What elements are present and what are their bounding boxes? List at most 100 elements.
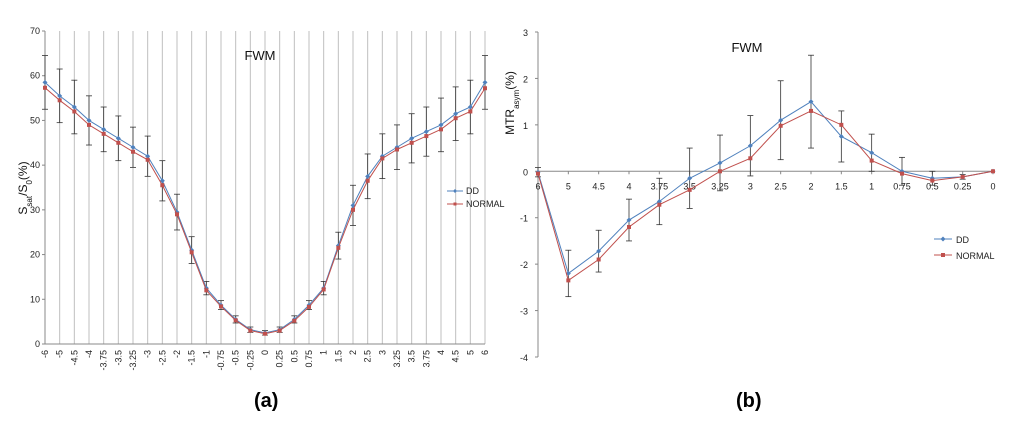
x-tick-label-a: -0.75: [216, 350, 226, 371]
data-point-a-normal: [72, 109, 77, 114]
x-tick-label-a: 5: [465, 350, 475, 355]
chart-title-a: FWM: [244, 48, 275, 63]
data-point-a-normal: [292, 318, 297, 323]
y-axis-label-b-part: MTR: [503, 109, 517, 135]
data-point-a-normal: [409, 140, 414, 145]
data-point-a-normal: [468, 109, 473, 114]
data-point-a-normal: [395, 147, 399, 152]
x-tick-label-a: 0: [260, 350, 270, 355]
x-tick-label-a: 2.5: [363, 350, 373, 363]
data-point-b-dd: [869, 150, 875, 156]
data-point-b-dd: [778, 117, 784, 123]
series-line-b-normal: [537, 110, 994, 282]
x-tick-label-b: 4: [626, 181, 631, 191]
legend-label-b: DD: [956, 235, 969, 245]
data-point-a-dd: [453, 111, 459, 117]
x-tick-label-a: -1.5: [187, 350, 197, 366]
data-point-b-normal: [627, 225, 631, 229]
x-tick-label-a: 4: [436, 350, 446, 355]
y-tick-label-b: 2: [523, 74, 528, 84]
data-point-a-normal: [277, 328, 282, 333]
x-tick-label-a: 3.75: [421, 350, 431, 368]
data-point-b-normal: [930, 178, 935, 183]
data-point-b-dd: [626, 217, 632, 223]
data-point-a-dd: [423, 129, 429, 135]
x-tick-label-a: -0.25: [245, 350, 255, 371]
data-point-b-dd: [838, 133, 844, 139]
data-point-a-dd: [115, 135, 121, 141]
x-tick-label-a: 3.25: [392, 350, 402, 368]
y-tick-label-b: -2: [520, 260, 528, 270]
y-tick-label-a: 50: [30, 115, 40, 125]
data-point-a-normal: [116, 140, 121, 145]
x-tick-label-b: 1: [869, 181, 874, 191]
data-point-a-dd: [159, 178, 165, 184]
y-axis-label-a-part: (%): [16, 161, 30, 180]
panel-label-a: (a): [254, 390, 279, 412]
y-axis-label-a-part: S: [16, 207, 30, 215]
data-point-a-dd: [130, 144, 136, 150]
data-point-b-normal: [536, 171, 540, 176]
data-point-a-dd: [145, 153, 151, 159]
x-tick-label-b: 0.5: [926, 181, 939, 191]
y-axis-label-a-part: 0: [25, 180, 34, 185]
data-point-b-dd: [717, 160, 723, 166]
data-point-a-normal: [439, 127, 443, 132]
data-point-a-normal: [424, 134, 429, 139]
x-tick-label-a: -0.5: [231, 350, 241, 366]
x-tick-label-a: -3.25: [128, 350, 138, 371]
x-tick-label-a: 4.5: [451, 350, 461, 363]
data-point-a-normal: [380, 156, 385, 161]
x-tick-label-a: 2: [348, 350, 358, 355]
data-point-a-dd: [86, 117, 92, 123]
data-point-a-dd: [57, 93, 63, 99]
x-tick-label-b: 1.5: [835, 181, 848, 191]
y-axis-label-a-part: /S: [16, 185, 30, 196]
x-tick-label-a: -1: [201, 350, 211, 358]
data-point-b-dd: [808, 99, 814, 105]
y-axis-label-b: MTRasym(%): [503, 71, 521, 135]
series-line-b-dd: [537, 100, 994, 275]
data-point-a-normal: [43, 85, 47, 90]
data-point-a-normal: [248, 328, 253, 333]
x-tick-label-b: 3: [748, 181, 753, 191]
y-tick-label-a: 30: [30, 205, 40, 215]
x-tick-label-b: 0.75: [893, 181, 911, 191]
data-point-a-normal: [145, 157, 150, 162]
y-tick-label-b: -3: [520, 307, 528, 317]
legend-label-a: DD: [466, 186, 479, 196]
data-point-b-normal: [596, 257, 601, 262]
data-point-b-normal: [687, 187, 692, 192]
x-tick-label-b: 2.5: [774, 181, 787, 191]
y-tick-label-a: 10: [30, 294, 40, 304]
data-point-b-normal: [718, 169, 722, 174]
data-point-a-dd: [71, 104, 77, 110]
data-point-a-normal: [321, 287, 326, 292]
x-tick-label-b: 6: [535, 181, 540, 191]
y-tick-label-a: 40: [30, 160, 40, 170]
data-point-b-normal: [566, 278, 571, 283]
data-point-a-dd: [409, 135, 415, 141]
data-point-a-normal: [483, 86, 487, 91]
y-axis-label-a-part: sat: [25, 195, 34, 206]
data-point-b-normal: [809, 108, 813, 113]
x-tick-label-a: -6: [40, 350, 50, 358]
legend-marker-b: [941, 253, 945, 257]
x-tick-label-a: -3: [143, 350, 153, 358]
x-tick-label-a: 1: [319, 350, 329, 355]
x-tick-label-a: 1.5: [333, 350, 343, 363]
data-point-a-dd: [365, 173, 371, 179]
y-tick-label-a: 0: [35, 339, 40, 349]
data-point-b-dd: [596, 248, 602, 254]
panel-label-b: (b): [736, 390, 762, 412]
data-point-a-normal: [101, 131, 106, 136]
data-point-a-normal: [365, 178, 370, 183]
y-tick-label-a: 70: [30, 26, 40, 36]
data-point-b-normal: [869, 158, 874, 163]
y-tick-label-a: 60: [30, 71, 40, 81]
data-point-b-normal: [839, 122, 844, 127]
x-tick-label-b: 0: [990, 181, 995, 191]
data-point-a-normal: [307, 304, 311, 309]
